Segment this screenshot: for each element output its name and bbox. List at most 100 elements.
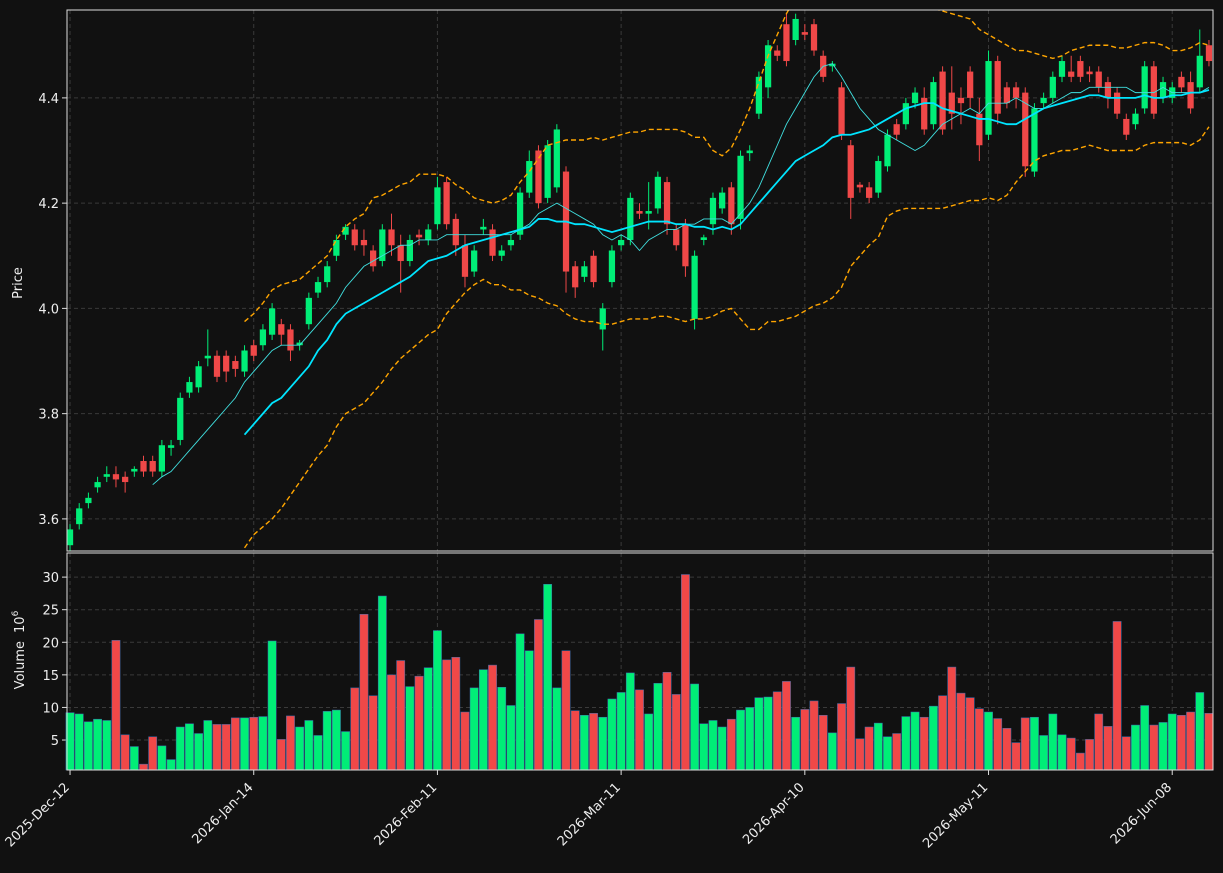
volume-bar [84,721,93,771]
volume-bar [221,724,231,771]
volume-bar [488,664,497,771]
candle-body [838,87,845,135]
volume-bar [616,692,626,771]
volume-bar [1149,724,1159,771]
candle-body [893,124,900,135]
candle-body [1196,55,1203,88]
candle-body [1040,97,1047,104]
candle-body [737,155,744,219]
candle-body [1113,92,1121,114]
volume-bar [800,709,810,771]
volume-bar [809,700,819,771]
volume-bar [1121,736,1131,771]
volume-scale-exponent: 6 [11,610,21,616]
volume-bar [304,720,314,771]
volume-bar [589,713,598,771]
volume-bar [1112,621,1122,771]
candle-body [792,18,799,40]
candle-body [443,182,450,225]
volume-bar [267,640,277,771]
volume-bar [855,738,865,771]
volume-bar [827,732,837,771]
candle-body [1150,66,1157,114]
candle-body [379,229,386,262]
volume-frame [66,552,1214,771]
volume-bar [1066,737,1076,771]
volume-bar [993,718,1003,771]
volume-bar [423,667,433,771]
candle-body [645,211,652,214]
candle-body [755,76,763,114]
candle-body [829,63,836,67]
candle-body [287,329,294,351]
candle-body [406,239,413,262]
candle-body [131,468,138,472]
volume-bar [203,720,213,771]
volume-bar [148,736,158,771]
volume-bar [93,718,102,771]
volume-bar [1177,715,1186,771]
volume-bar [754,697,764,771]
candle-body [719,192,726,209]
candle-body [1012,87,1020,98]
candle-body [599,308,606,330]
volume-bar [552,687,562,771]
volume-bar [157,745,167,771]
candle-body [241,350,248,372]
candle-body [94,482,101,488]
candle-body [1068,71,1075,77]
candle-body [324,266,331,283]
candle-body [948,92,955,114]
volume-bar [690,683,699,771]
volume-bar [1011,742,1021,771]
volume-tick-label: 10 [42,701,59,716]
candle-body [1132,113,1139,125]
volume-bar [102,720,112,771]
volume-bar [736,709,745,771]
volume-bar [782,681,791,771]
candle-body [663,182,671,225]
volume-bar [883,736,892,771]
volume-bar [286,715,295,771]
candle-body [250,345,257,356]
volume-bar [295,726,305,771]
candle-body [425,229,432,240]
candle-body [618,239,625,246]
volume-bar [240,717,249,771]
candle-body [746,150,753,154]
volume-bar [846,666,856,771]
volume-bar [974,708,984,771]
volume-bar [414,675,424,771]
price-plot [67,10,1213,551]
volume-bar [139,763,148,771]
candle-body [360,239,368,246]
volume-bar [772,691,782,771]
volume-bar [212,724,222,771]
volume-bar [524,650,534,771]
volume-bar [1020,717,1030,771]
candle-body [939,71,946,130]
volume-tick-label: 15 [42,669,59,684]
candle-body [232,361,239,369]
price-frame [66,9,1214,552]
volume-bar [708,720,718,771]
candle-body [1205,45,1213,62]
volume-bar [919,716,929,771]
candle-body [590,255,597,283]
y-tick-label: 4.2 [38,197,59,212]
volume-bar [1094,713,1104,771]
candle-body [682,224,689,267]
candle-body [186,382,193,393]
candle-body [507,239,515,246]
candle-body [1159,82,1167,98]
volume-bar [745,707,755,771]
volume-bar [396,660,406,771]
volume-tick-label: 30 [42,571,59,586]
candle-body [388,229,395,246]
volume-bar [230,717,240,771]
candle-body [884,134,891,167]
candle-body [1178,76,1185,88]
candle-body [278,324,285,335]
candle-body [581,266,588,277]
